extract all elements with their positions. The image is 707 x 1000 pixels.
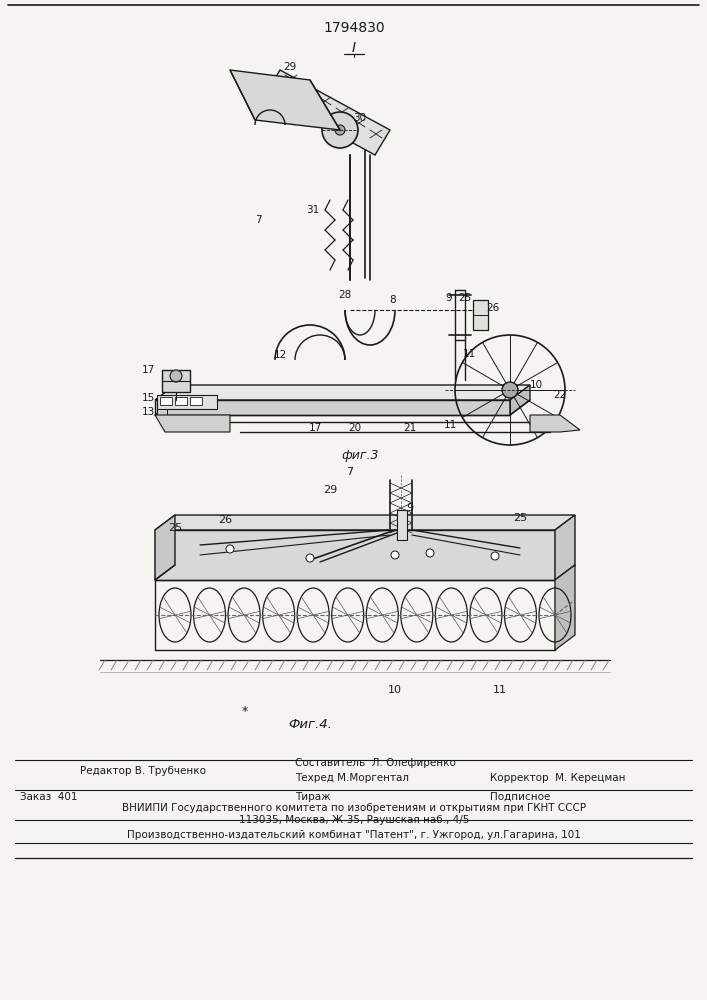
Text: ВНИИПИ Государственного комитета по изобретениям и открытиям при ГКНТ СССР: ВНИИПИ Государственного комитета по изоб… (122, 803, 586, 813)
Polygon shape (155, 415, 230, 432)
Text: Техред М.Моргентал: Техред М.Моргентал (295, 773, 409, 783)
Text: 1794830: 1794830 (323, 21, 385, 35)
Text: 29: 29 (284, 62, 297, 72)
Text: 7: 7 (255, 215, 262, 225)
Bar (397, 510, 407, 540)
Circle shape (391, 551, 399, 559)
Text: 10: 10 (530, 380, 542, 390)
Text: 9: 9 (445, 293, 452, 303)
Text: 17: 17 (141, 365, 155, 375)
Text: 30: 30 (354, 113, 366, 123)
Circle shape (335, 125, 345, 135)
Bar (157, 409, 167, 415)
Circle shape (170, 370, 182, 382)
Circle shape (502, 382, 518, 398)
Circle shape (226, 545, 234, 553)
Text: 7: 7 (346, 467, 354, 477)
Text: 17: 17 (308, 423, 322, 433)
Text: 13: 13 (141, 407, 155, 417)
Polygon shape (155, 385, 530, 400)
Text: Редактор В. Трубченко: Редактор В. Трубченко (80, 766, 206, 776)
Text: Корректор  М. Керецман: Корректор М. Керецман (490, 773, 626, 783)
Bar (190, 397, 202, 405)
Circle shape (491, 552, 499, 560)
Text: 25: 25 (458, 293, 472, 303)
Text: 9: 9 (407, 503, 414, 513)
Bar (162, 370, 190, 392)
Text: 15: 15 (141, 393, 155, 403)
Text: фиг.3: фиг.3 (341, 448, 379, 462)
Text: 20: 20 (349, 423, 361, 433)
Polygon shape (555, 565, 575, 650)
Text: I: I (352, 41, 356, 55)
Bar (473, 300, 488, 330)
Text: 26: 26 (218, 515, 232, 525)
Polygon shape (265, 70, 390, 155)
Text: Заказ  401: Заказ 401 (20, 792, 78, 802)
Bar (175, 397, 187, 405)
Text: Подписное: Подписное (490, 792, 550, 802)
Polygon shape (155, 515, 575, 530)
Text: 10: 10 (388, 685, 402, 695)
Polygon shape (155, 400, 510, 415)
Text: 21: 21 (404, 423, 416, 433)
Text: 11: 11 (443, 420, 457, 430)
Text: 8: 8 (390, 295, 397, 305)
Text: 113035, Москва, Ж-35, Раушская наб., 4/5: 113035, Москва, Ж-35, Раушская наб., 4/5 (239, 815, 469, 825)
Bar (160, 397, 172, 405)
Circle shape (322, 112, 358, 148)
Text: 28: 28 (339, 290, 351, 300)
Text: Производственно-издательский комбинат "Патент", г. Ужгород, ул.Гагарина, 101: Производственно-издательский комбинат "П… (127, 830, 581, 840)
Polygon shape (155, 515, 175, 580)
Polygon shape (510, 385, 530, 415)
Polygon shape (555, 515, 575, 580)
Polygon shape (230, 70, 340, 130)
Text: Тираж: Тираж (295, 792, 331, 802)
Polygon shape (530, 415, 580, 432)
Text: 22: 22 (554, 390, 566, 400)
Text: 31: 31 (306, 205, 320, 215)
Text: 29: 29 (323, 485, 337, 495)
Text: 12: 12 (274, 350, 286, 360)
Text: 25: 25 (168, 523, 182, 533)
Text: 25: 25 (513, 513, 527, 523)
Circle shape (426, 549, 434, 557)
Text: Составитель  Л. Олефиренко: Составитель Л. Олефиренко (295, 758, 456, 768)
Bar (157, 395, 217, 409)
Text: *: * (242, 706, 248, 718)
Text: 11: 11 (462, 349, 476, 359)
Circle shape (306, 554, 314, 562)
Text: Фиг.4.: Фиг.4. (288, 718, 332, 732)
Text: 11: 11 (493, 685, 507, 695)
Text: 26: 26 (486, 303, 500, 313)
Polygon shape (155, 530, 555, 580)
